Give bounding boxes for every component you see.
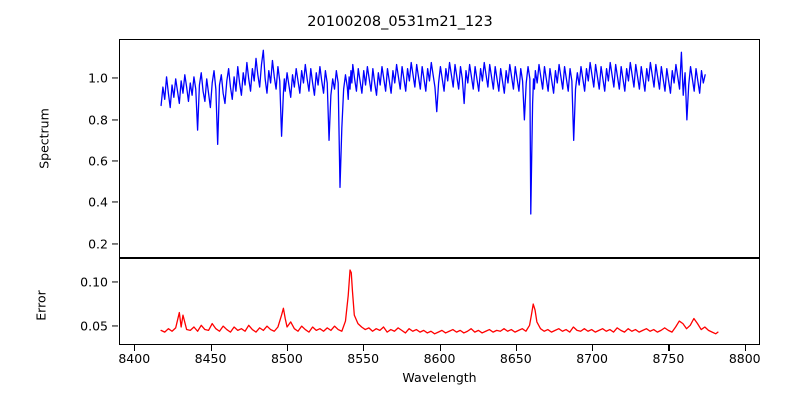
spectrum-y-tick-label: 0.4 xyxy=(88,194,108,210)
spectrum-y-tick-mark xyxy=(112,160,118,162)
x-tick-mark xyxy=(286,345,288,351)
x-tick-mark xyxy=(668,345,670,351)
spectrum-y-tick-mark xyxy=(112,242,118,245)
x-tick-label: 8600 xyxy=(423,351,456,366)
x-tick-label: 8400 xyxy=(118,351,151,366)
spectrum-y-tick-label: 0.2 xyxy=(88,236,108,252)
x-tick-mark xyxy=(592,345,594,351)
error-y-tick-label: 0.05 xyxy=(80,318,108,334)
x-tick-mark xyxy=(744,345,746,351)
spectrum-y-tick-labels: 0.2 0.4 0.6 0.8 1.0 xyxy=(0,39,108,258)
x-tick-mark xyxy=(439,345,441,351)
spectrum-y-tick-mark xyxy=(112,77,118,79)
spectrum-axes xyxy=(119,39,760,258)
x-tick-label: 8750 xyxy=(652,351,685,366)
error-y-tick-labels: 0.05 0.10 xyxy=(0,258,108,345)
x-tick-mark xyxy=(363,345,365,351)
figure-title: 20100208_0531m21_123 xyxy=(307,14,493,30)
x-axis-label: Wavelength xyxy=(402,370,477,385)
x-tick-label: 8450 xyxy=(194,351,227,366)
error-y-tick-mark xyxy=(112,325,118,327)
error-y-tick-mark xyxy=(112,281,118,283)
error-axes xyxy=(119,258,760,345)
spectrum-y-tick-mark xyxy=(112,201,118,203)
spectrum-y-tick-label: 0.6 xyxy=(88,153,108,169)
x-tick-labels: 8400 8450 8500 8550 8600 8650 8700 8750 8800 xyxy=(118,345,761,369)
x-tick-mark xyxy=(134,345,136,351)
spectrum-y-tick-label: 0.8 xyxy=(88,112,108,128)
x-tick-label: 8800 xyxy=(728,351,761,366)
error-y-axis-label: Error xyxy=(33,290,49,321)
x-tick-label: 8700 xyxy=(576,351,609,366)
spectrum-plot-area xyxy=(120,40,759,257)
x-tick-mark xyxy=(515,345,517,351)
spectrum-y-axis-label: Spectrum xyxy=(36,108,52,169)
spectrum-y-tick-label: 1.0 xyxy=(88,70,108,86)
x-tick-label: 8500 xyxy=(270,351,303,366)
x-tick-label: 8550 xyxy=(347,351,380,366)
spectrum-y-tick-mark xyxy=(112,119,118,121)
error-y-tick-label: 0.10 xyxy=(80,274,108,290)
error-line xyxy=(161,270,718,334)
spectrum-line xyxy=(161,50,705,214)
error-plot-area xyxy=(120,259,759,344)
x-tick-mark xyxy=(210,345,212,351)
x-tick-label: 8650 xyxy=(499,351,532,366)
